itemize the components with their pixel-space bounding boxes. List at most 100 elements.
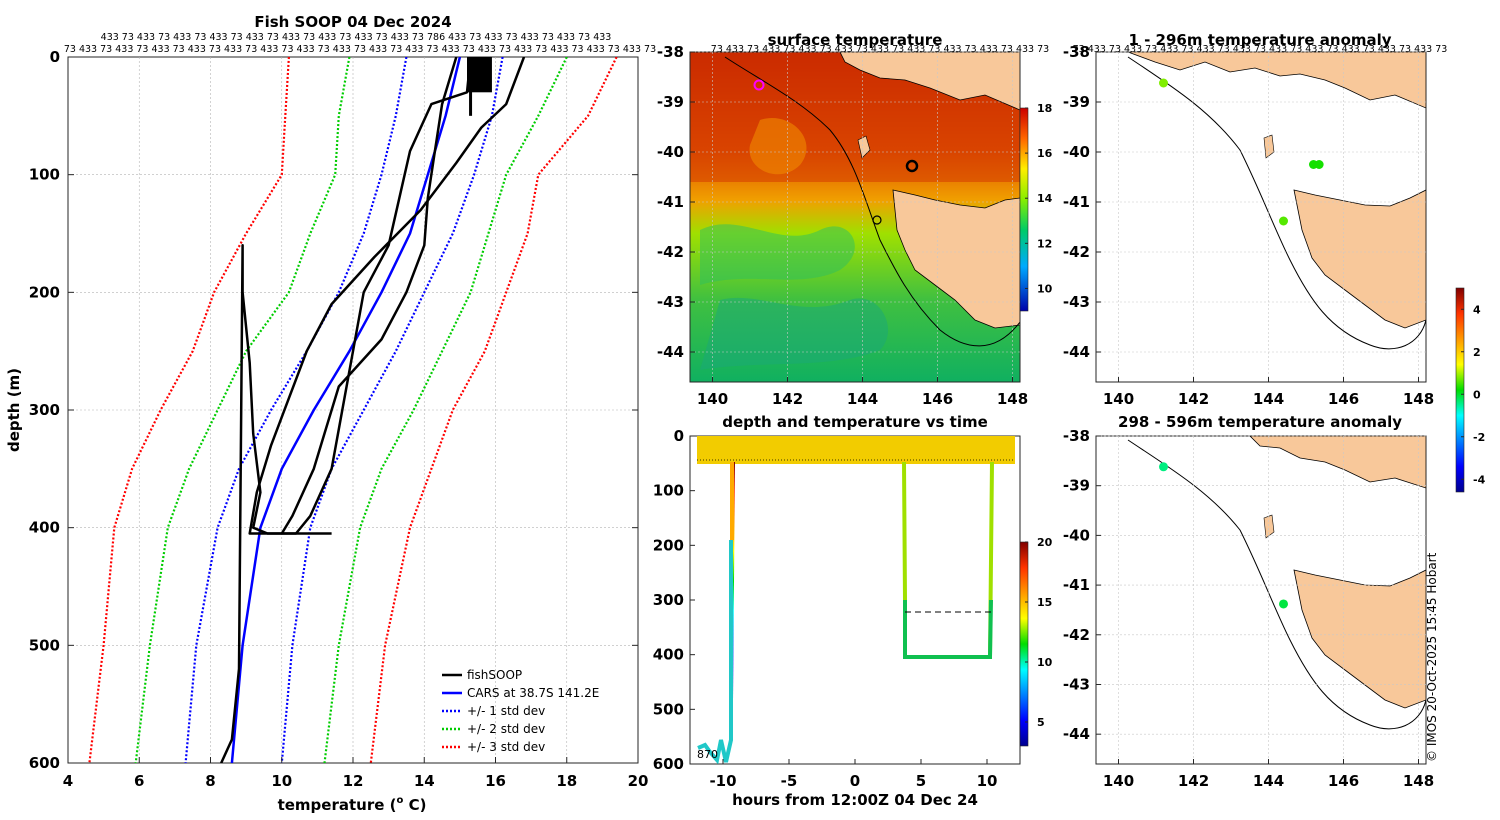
sst-colorbar-tick-label: 18 (1037, 102, 1052, 115)
profile-x-axis-superscript: o (396, 795, 403, 806)
profile-x-tick-label: 14 (414, 772, 435, 790)
sst-y-tick-label: -38 (657, 43, 684, 61)
anom2-points (1159, 462, 1288, 609)
anom1-title: 1 - 296m temperature anomaly (1128, 31, 1391, 49)
anom2-point (1159, 462, 1168, 472)
series-line--2-std (134, 57, 351, 763)
sst-y-tick-label: -39 (657, 93, 684, 111)
anom2-point (1279, 599, 1288, 609)
series-line--2-std (323, 57, 568, 763)
anom2-y-tick-label: -40 (1063, 526, 1090, 544)
profile-series (88, 57, 618, 763)
sst-y-tick-label: -40 (657, 143, 684, 161)
time-axes-box (689, 435, 1021, 765)
anomaly-map-shallow: 1 - 296m temperature anomaly 73 433 73 4… (1063, 31, 1447, 408)
profile-y-tick-label: 600 (29, 754, 60, 772)
anom1-shelf-contour (1127, 56, 1426, 350)
profile-title: Fish SOOP 04 Dec 2024 (254, 13, 451, 31)
anom1-x-tick-label: 146 (1328, 390, 1359, 408)
time-x-tick-label: -5 (781, 772, 798, 790)
anom1-y-tick-label: -44 (1063, 343, 1090, 361)
anom2-king-island (1263, 514, 1275, 539)
sst-field (690, 52, 1020, 382)
series-line--3-std (369, 57, 618, 763)
anom2-x-tick-label: 146 (1328, 772, 1359, 790)
anom1-point (1159, 78, 1168, 88)
legend-label-std1: +/- 1 std dev (467, 704, 545, 718)
profile-x-tick-label: 6 (134, 772, 144, 790)
anom-colorbar-tick-label: 0 (1473, 388, 1481, 401)
sst-x-tick-label: 148 (997, 390, 1028, 408)
sst-track-mid-marker (905, 159, 919, 173)
anom2-y-tick-label: -42 (1063, 626, 1090, 644)
sst-track-end-marker (872, 215, 882, 225)
time-y-tick-label: 600 (653, 755, 684, 773)
anom1-x-tick-label: 142 (1178, 390, 1209, 408)
time-x-tick-label: 0 (850, 772, 860, 790)
sst-colorbar-tick-label: 16 (1037, 147, 1053, 160)
series-line--3-std (88, 57, 290, 763)
legend-label-cars: CARS at 38.7S 141.2E (467, 686, 599, 700)
anom2-x-tick-label: 142 (1178, 772, 1209, 790)
time-x-tick-label: 5 (916, 772, 926, 790)
anom1-tasmania (1293, 189, 1426, 329)
time-x-tick-label: 10 (977, 772, 998, 790)
sst-eddy-a (700, 224, 855, 285)
anom2-y-tick-label: -43 (1063, 675, 1090, 693)
anomaly-map-deep: 298 - 596m temperature anomaly 140 142 144… (1063, 287, 1486, 790)
legend-label-std3: +/- 3 std dev (467, 740, 545, 754)
anom2-mainland (1249, 436, 1426, 489)
anom-colorbar-ticks: -4 -2 0 2 4 (1461, 303, 1486, 486)
anom1-y-tick-label: -43 (1063, 293, 1090, 311)
anom2-y-tick-label: -44 (1063, 725, 1090, 743)
anom2-y-tick-label: -39 (1063, 477, 1090, 495)
sst-king-island (857, 135, 871, 159)
profile-y-tick-label: 400 (29, 519, 60, 537)
series-line--1-std (280, 57, 504, 763)
anom1-mainland (1127, 52, 1426, 109)
sst-x-tick-label: 144 (847, 390, 878, 408)
anom-colorbar-tick-label: -2 (1473, 431, 1485, 444)
profile-x-tick-label: 4 (63, 772, 73, 790)
anom1-map-content (1127, 52, 1426, 350)
anom1-ticks: 140 142 144 146 148 -38 -39 -40 -41 -42 -43 -44 (1063, 43, 1434, 408)
profile-y-axis-label: depth (m) (5, 368, 23, 452)
profile-grid (68, 57, 638, 763)
profile-header-row2: 73 433 73 433 73 433 73 433 73 433 73 43… (64, 44, 656, 55)
anom2-x-tick-label: 148 (1403, 772, 1434, 790)
credit-text: © IMOS 20-Oct-2025 15:45 Hobart (1425, 552, 1439, 762)
anom1-x-tick-label: 148 (1403, 390, 1434, 408)
time-colorbar-tick-label: 20 (1037, 536, 1053, 549)
time-title: depth and temperature vs time (722, 413, 988, 431)
sst-y-tick-label: -44 (657, 343, 684, 361)
anom1-x-tick-label: 140 (1103, 390, 1134, 408)
profile-header-row1: 433 73 433 73 433 73 433 73 433 73 433 7… (101, 32, 612, 43)
sst-ticks: 140 142 144 146 148 -38 -39 -40 -41 -42 -43 -44 (657, 43, 1028, 408)
profile-y-tick-label: 0 (50, 48, 60, 66)
anom2-y-tick-label: -38 (1063, 427, 1090, 445)
anom2-x-tick-label: 144 (1253, 772, 1284, 790)
anom-colorbar-tick-label: -4 (1473, 473, 1486, 486)
legend-label-fishsoop: fishSOOP (467, 668, 522, 682)
anom-colorbar (1455, 287, 1465, 493)
anom-colorbar-tick-label: 4 (1473, 303, 1481, 316)
sst-y-tick-label: -42 (657, 243, 684, 261)
sst-warm-patch (749, 118, 807, 175)
sst-colorbar-ticks: 10 12 14 16 18 (1025, 102, 1053, 295)
sst-colorbar (1019, 107, 1029, 312)
sst-title: surface temperature (768, 31, 943, 49)
profile-x-tick-label: 18 (556, 772, 577, 790)
profile-y-tick-label: 300 (29, 401, 60, 419)
sst-y-tick-label: -41 (657, 193, 684, 211)
series-line-fishsoop (280, 57, 458, 535)
profile-y-tick-label: 100 (29, 166, 60, 184)
time-y-tick-label: 200 (653, 536, 684, 554)
sst-track-start-marker (753, 79, 765, 91)
sst-x-tick-label: 146 (922, 390, 953, 408)
time-y-tick-label: 0 (674, 427, 684, 445)
sst-colorbar-tick-label: 14 (1037, 192, 1053, 205)
profile-legend: fishSOOP CARS at 38.7S 141.2E +/- 1 std … (442, 668, 599, 754)
time-chart: depth and temperature vs time 870 -10 -5 0… (653, 413, 1053, 809)
sst-header-row: 73 433 73 433 73 433 73 433 73 433 73 43… (711, 44, 1049, 55)
